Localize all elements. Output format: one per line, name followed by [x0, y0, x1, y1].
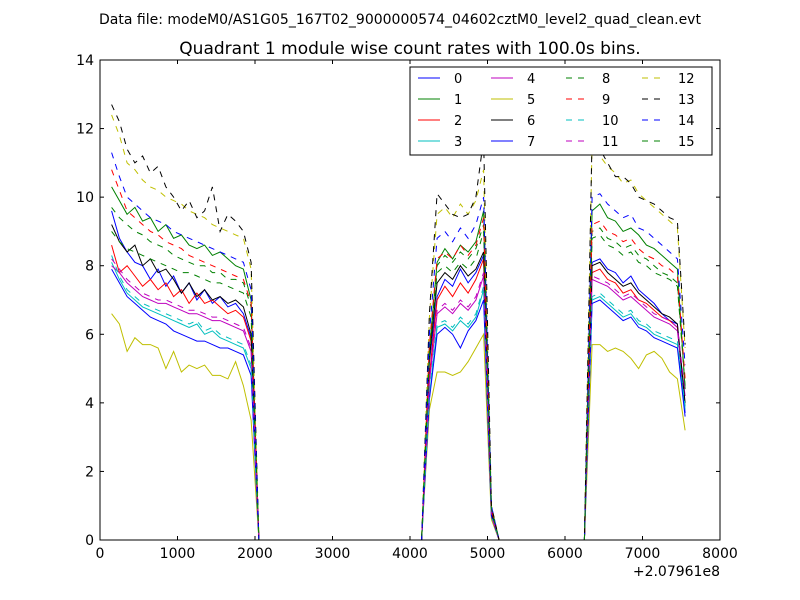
x-tick-label: 1000: [160, 546, 196, 562]
legend-label-5: 5: [527, 93, 535, 108]
legend-label-6: 6: [527, 114, 535, 129]
series-line-4: [111, 265, 686, 541]
series-line-7: [111, 268, 686, 541]
x-tick-label: 4000: [392, 546, 428, 562]
series-line-15: [111, 231, 686, 541]
legend-label-1: 1: [454, 93, 462, 108]
chart-title: Quadrant 1 module wise count rates with …: [179, 39, 640, 59]
y-tick-label: 0: [85, 533, 94, 549]
legend-label-9: 9: [602, 93, 610, 108]
legend-label-11: 11: [602, 135, 619, 150]
x-tick-label: 3000: [315, 546, 351, 562]
y-tick-label: 8: [85, 259, 94, 275]
legend-box: [409, 66, 713, 156]
x-offset-label: +2.07961e8: [633, 564, 720, 580]
series-line-13: [111, 104, 686, 541]
legend-label-4: 4: [527, 72, 535, 87]
series-line-2: [111, 244, 686, 541]
legend-label-8: 8: [602, 72, 610, 87]
series-line-5: [111, 313, 686, 541]
x-tick-label: 5000: [470, 546, 506, 562]
series-line-1: [111, 186, 686, 541]
series-line-10: [111, 255, 686, 541]
y-tick-label: 14: [76, 53, 94, 69]
legend-label-7: 7: [527, 135, 535, 150]
series-line-3: [111, 262, 686, 541]
legend-label-0: 0: [454, 72, 462, 87]
x-tick-label: 7000: [625, 546, 661, 562]
series-line-14: [111, 152, 686, 541]
legend-label-3: 3: [454, 135, 462, 150]
series-line-0: [111, 210, 686, 541]
x-tick-label: 2000: [237, 546, 273, 562]
series-line-11: [111, 258, 686, 541]
series-line-9: [111, 169, 686, 541]
x-tick-label: 8000: [702, 546, 738, 562]
series-layer: [111, 104, 686, 541]
y-tick-label: 10: [76, 190, 94, 206]
series-line-6: [111, 224, 686, 541]
series-line-8: [111, 207, 686, 541]
legend-label-10: 10: [602, 114, 619, 129]
series-line-12: [111, 114, 686, 541]
y-tick-label: 12: [76, 122, 94, 138]
legend-label-12: 12: [678, 72, 695, 87]
legend-label-2: 2: [454, 114, 462, 129]
chart-suptitle: Data file: modeM0/AS1G05_167T02_90000005…: [99, 12, 701, 28]
legend-label-13: 13: [678, 93, 695, 108]
legend-label-14: 14: [678, 114, 695, 129]
y-tick-label: 6: [85, 327, 94, 343]
axis-ticks: 0 1000 2000 3000 4000 5000 6000 7000 80000246810…: [76, 53, 738, 562]
x-tick-label: 6000: [547, 546, 583, 562]
x-tick-label: 0: [96, 546, 105, 562]
legend-label-15: 15: [678, 135, 695, 150]
y-tick-label: 2: [85, 464, 94, 480]
y-tick-label: 4: [85, 396, 94, 412]
